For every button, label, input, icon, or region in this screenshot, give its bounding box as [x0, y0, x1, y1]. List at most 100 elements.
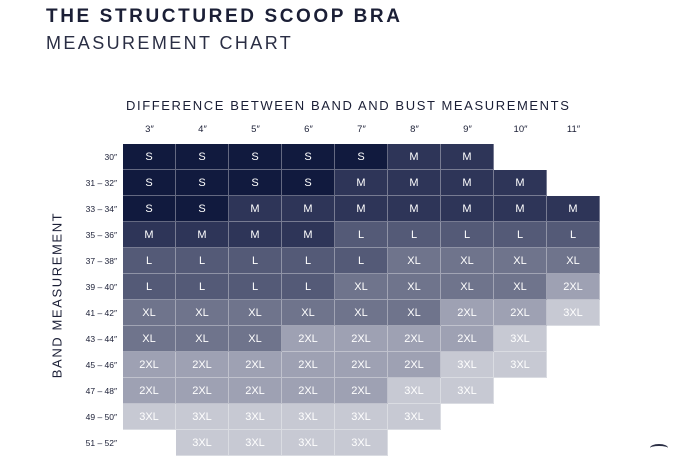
- size-cell: XL: [494, 274, 547, 300]
- size-cell: M: [282, 196, 335, 222]
- size-cell: XL: [388, 248, 441, 274]
- size-cell: S: [123, 170, 176, 196]
- size-cell: 3XL: [494, 352, 547, 378]
- size-cell: 2XL: [282, 378, 335, 404]
- size-cell: XL: [388, 274, 441, 300]
- size-cell: M: [176, 222, 229, 248]
- size-cell: 3XL: [441, 378, 494, 404]
- size-cell: L: [282, 274, 335, 300]
- size-cell: 2XL: [229, 378, 282, 404]
- size-cell: 3XL: [176, 404, 229, 430]
- size-cell: L: [229, 248, 282, 274]
- chart-title: THE STRUCTURED SCOOP BRA: [46, 6, 403, 27]
- size-cell: XL: [441, 248, 494, 274]
- size-cell: XL: [229, 300, 282, 326]
- size-cell: M: [494, 170, 547, 196]
- row-header: 51 – 52″: [85, 438, 117, 448]
- size-cell: XL: [123, 326, 176, 352]
- size-cell: 2XL: [229, 352, 282, 378]
- size-cell: 2XL: [388, 352, 441, 378]
- row-header: 49 – 50″: [85, 412, 117, 422]
- size-cell: XL: [282, 300, 335, 326]
- size-cell: 3XL: [494, 326, 547, 352]
- size-cell: 2XL: [335, 378, 388, 404]
- size-cell: 2XL: [176, 378, 229, 404]
- size-cell: 3XL: [547, 300, 600, 326]
- size-cell: L: [229, 274, 282, 300]
- size-cell: 3XL: [441, 352, 494, 378]
- row-header: 43 – 44″: [85, 334, 117, 344]
- size-cell: L: [176, 274, 229, 300]
- size-cell: L: [388, 222, 441, 248]
- size-cell: S: [123, 196, 176, 222]
- size-cell: L: [335, 222, 388, 248]
- size-cell: XL: [335, 274, 388, 300]
- size-cell: 3XL: [335, 404, 388, 430]
- chart-subtitle: MEASUREMENT CHART: [46, 33, 294, 53]
- size-cell: M: [388, 170, 441, 196]
- size-cell: L: [335, 248, 388, 274]
- size-cell: XL: [494, 248, 547, 274]
- size-cell: M: [335, 170, 388, 196]
- size-cell: 2XL: [335, 326, 388, 352]
- size-cell: M: [441, 170, 494, 196]
- size-cell: 3XL: [335, 430, 388, 456]
- size-cell: 3XL: [388, 404, 441, 430]
- size-cell: M: [494, 196, 547, 222]
- row-header: 45 – 46″: [85, 360, 117, 370]
- size-cell: M: [282, 222, 335, 248]
- size-cell: 2XL: [123, 378, 176, 404]
- column-header: 6″: [304, 124, 313, 135]
- size-cell: 3XL: [282, 430, 335, 456]
- size-cell: XL: [547, 248, 600, 274]
- size-cell: 3XL: [229, 404, 282, 430]
- size-cell: 3XL: [176, 430, 229, 456]
- size-cell: S: [282, 170, 335, 196]
- size-cell: 2XL: [441, 300, 494, 326]
- size-cell: XL: [176, 300, 229, 326]
- row-header: 30″: [104, 152, 117, 162]
- size-cell: 3XL: [123, 404, 176, 430]
- size-cell: 2XL: [123, 352, 176, 378]
- size-cell: XL: [388, 300, 441, 326]
- row-header: 35 – 36″: [85, 230, 117, 240]
- size-cell: M: [441, 144, 494, 170]
- size-cell: S: [176, 144, 229, 170]
- size-cell: M: [547, 196, 600, 222]
- row-header: 37 – 38″: [85, 256, 117, 266]
- size-cell: 2XL: [282, 326, 335, 352]
- size-cell: M: [388, 196, 441, 222]
- column-header: 11″: [566, 124, 581, 135]
- size-cell: S: [282, 144, 335, 170]
- size-cell: S: [176, 170, 229, 196]
- size-cell: 3XL: [388, 378, 441, 404]
- size-cell: XL: [335, 300, 388, 326]
- size-cell: L: [123, 248, 176, 274]
- size-cell: XL: [229, 326, 282, 352]
- column-header: 8″: [410, 124, 419, 135]
- size-cell: XL: [176, 326, 229, 352]
- size-cell: M: [335, 196, 388, 222]
- column-header: 4″: [198, 124, 207, 135]
- column-axis-label: DIFFERENCE BETWEEN BAND AND BUST MEASURE…: [126, 98, 571, 113]
- size-cell: M: [123, 222, 176, 248]
- size-cell: XL: [123, 300, 176, 326]
- column-header: 9″: [463, 124, 472, 135]
- column-header: 10″: [513, 124, 528, 135]
- size-cell: S: [335, 144, 388, 170]
- corner-decoration: [650, 444, 668, 452]
- row-header: 31 – 32″: [85, 178, 117, 188]
- size-cell: M: [229, 196, 282, 222]
- row-header: 47 – 48″: [85, 386, 117, 396]
- size-cell: S: [229, 144, 282, 170]
- size-cell: 2XL: [441, 326, 494, 352]
- size-cell: L: [282, 248, 335, 274]
- size-cell: M: [388, 144, 441, 170]
- column-header: 3″: [145, 124, 154, 135]
- row-header: 41 – 42″: [85, 308, 117, 318]
- size-cell: L: [123, 274, 176, 300]
- size-cell: S: [123, 144, 176, 170]
- size-cell: L: [441, 222, 494, 248]
- size-cell: 2XL: [335, 352, 388, 378]
- size-cell: L: [547, 222, 600, 248]
